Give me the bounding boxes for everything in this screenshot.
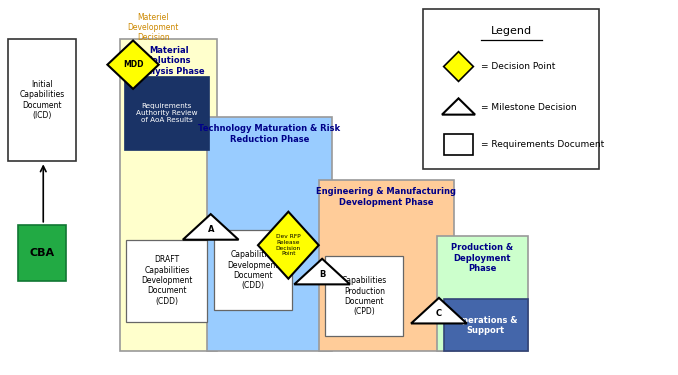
FancyBboxPatch shape	[207, 117, 332, 351]
FancyBboxPatch shape	[119, 39, 218, 351]
Polygon shape	[258, 212, 319, 279]
FancyBboxPatch shape	[319, 180, 454, 351]
FancyBboxPatch shape	[443, 299, 528, 351]
FancyBboxPatch shape	[325, 256, 403, 336]
Polygon shape	[294, 259, 350, 284]
Text: Materiel
Development
Decision: Materiel Development Decision	[127, 12, 179, 42]
FancyBboxPatch shape	[18, 225, 66, 280]
FancyBboxPatch shape	[423, 9, 599, 169]
Text: Material
Solutions
Analysis Phase: Material Solutions Analysis Phase	[134, 46, 204, 76]
FancyBboxPatch shape	[443, 135, 473, 155]
Polygon shape	[442, 98, 475, 115]
Text: Dev RFP
Release
Decision
Point: Dev RFP Release Decision Point	[276, 234, 301, 256]
Polygon shape	[107, 40, 159, 89]
FancyBboxPatch shape	[214, 230, 292, 310]
FancyBboxPatch shape	[437, 236, 528, 351]
FancyBboxPatch shape	[8, 39, 76, 162]
Text: Capabilities
Development
Document
(CDD): Capabilities Development Document (CDD)	[227, 250, 279, 290]
Text: = Milestone Decision: = Milestone Decision	[481, 103, 576, 112]
Text: Requirements
Authority Review
of AoA Results: Requirements Authority Review of AoA Res…	[136, 103, 197, 123]
Text: CBA: CBA	[29, 248, 54, 258]
Text: Operations &
Support: Operations & Support	[455, 315, 517, 335]
Text: = Decision Point: = Decision Point	[481, 62, 555, 71]
FancyBboxPatch shape	[126, 240, 207, 321]
Polygon shape	[411, 298, 466, 324]
Polygon shape	[443, 52, 473, 81]
Text: Production &
Deployment
Phase: Production & Deployment Phase	[451, 243, 513, 273]
Text: DRAFT
Capabilities
Development
Document
(CDD): DRAFT Capabilities Development Document …	[141, 255, 193, 306]
Text: A: A	[207, 225, 214, 234]
Text: Initial
Capabilities
Document
(ICD): Initial Capabilities Document (ICD)	[19, 80, 64, 120]
Text: Legend: Legend	[491, 26, 532, 36]
Text: Technology Maturation & Risk
Reduction Phase: Technology Maturation & Risk Reduction P…	[199, 124, 340, 144]
Text: B: B	[319, 270, 325, 279]
FancyBboxPatch shape	[124, 76, 209, 150]
Text: Capabilities
Production
Document
(CPD): Capabilities Production Document (CPD)	[342, 276, 387, 316]
Text: Engineering & Manufacturing
Development Phase: Engineering & Manufacturing Development …	[316, 188, 456, 207]
Polygon shape	[183, 214, 239, 240]
Text: MDD: MDD	[123, 60, 143, 69]
Text: = Requirements Document: = Requirements Document	[481, 140, 604, 149]
Text: C: C	[436, 309, 442, 318]
